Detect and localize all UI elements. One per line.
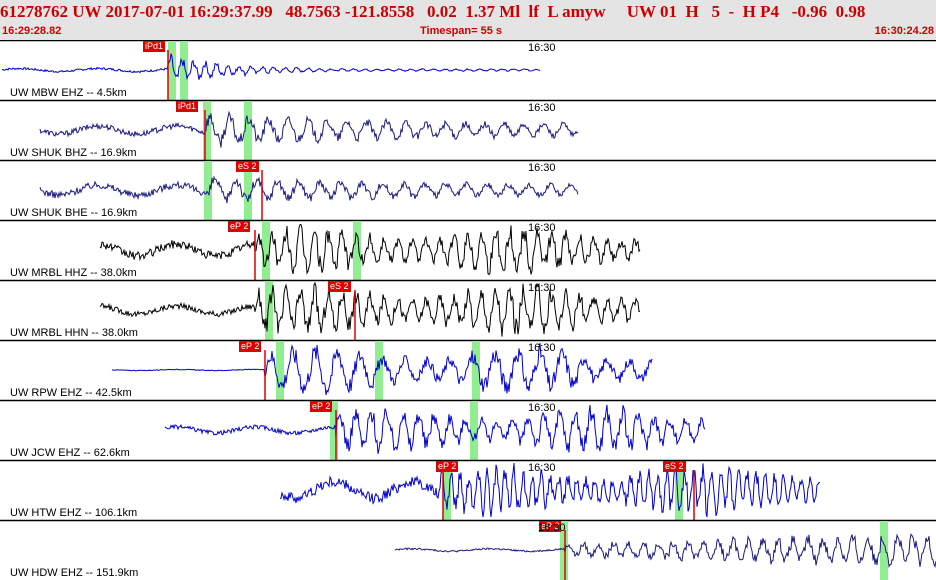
station-channel-label: UW MBW EHZ -- 4.5km [10,87,127,99]
seismogram-trace [99,281,641,337]
minute-time-mark: 16:30 [538,522,566,534]
pick-window-band [470,401,478,460]
minute-time-mark: 16:30 [528,402,556,414]
minute-time-mark: 16:30 [528,42,556,54]
station-channel-label: UW SHUK BHZ -- 16.9km [10,147,137,159]
phase-pick-label[interactable]: eP 2 [228,221,251,232]
pick-window-band [262,221,270,280]
seismogram-panels[interactable]: iPd1 16:30 UW MBW EHZ -- 4.5km iPd1 16:30 UW … [0,40,936,580]
pick-window-band [180,41,188,100]
seismogram-trace [279,462,821,518]
pick-window-band [330,401,338,460]
station-channel-label: UW HTW EHZ -- 106.1km [10,507,138,519]
pick-window-band [675,461,683,520]
window-start-time: 16:29:28.82 [2,25,62,37]
pick-window-band [203,101,211,160]
minute-time-mark: 16:30 [528,102,556,114]
pick-window-band [244,101,252,160]
pick-window-band [353,221,361,280]
phase-pick-label[interactable]: iPd1 [143,41,166,52]
pick-window-band [472,341,480,400]
waveform-canvas[interactable] [0,40,936,580]
station-channel-label: UW MRBL HHZ -- 38.0km [10,267,137,279]
window-end-time: 16:30:24.28 [874,25,934,37]
minute-time-mark: 16:30 [528,162,556,174]
seismogram-trace [1,53,541,81]
pick-window-band [204,161,212,220]
phase-pick-label[interactable]: eS 2 [663,461,686,472]
station-channel-label: UW HDW EHZ -- 151.9km [10,567,139,579]
phase-pick-label[interactable]: eS 2 [328,281,351,292]
seismogram-trace [164,404,706,454]
seismogram-trace [99,224,641,276]
minute-time-mark: 16:30 [528,342,556,354]
minute-time-mark: 16:30 [528,222,556,234]
seismogram-trace [39,175,579,204]
phase-pick-label[interactable]: eP 2 [310,401,333,412]
seismogram-trace [111,342,653,396]
pick-window-band [168,41,176,100]
pick-window-band [443,461,451,520]
station-channel-label: UW RPW EHZ -- 42.5km [10,387,132,399]
minute-time-mark: 16:30 [528,462,556,474]
pick-window-band [375,341,383,400]
pick-window-band [244,161,252,220]
phase-pick-label[interactable]: eP 2 [539,521,562,532]
phase-pick-label[interactable]: eP 2 [436,461,459,472]
pick-window-band [276,341,284,400]
station-channel-label: UW SHUK BHE -- 16.9km [10,207,138,219]
phase-pick-label[interactable]: eP 2 [239,341,262,352]
seismogram-trace [394,533,936,569]
station-channel-label: UW JCW EHZ -- 62.6km [10,447,130,459]
event-header: 61278762 UW 2017-07-01 16:29:37.99 48.75… [0,0,936,40]
timespan-label: Timespan= 55 s [420,25,503,37]
station-channel-label: UW MRBL HHN -- 38.0km [10,327,138,339]
phase-pick-label[interactable]: iPd1 [176,101,199,112]
event-summary-line: 61278762 UW 2017-07-01 16:29:37.99 48.75… [0,2,866,21]
seismogram-trace [39,110,579,148]
phase-pick-label[interactable]: eS 2 [236,161,259,172]
minute-time-mark: 16:30 [528,282,556,294]
pick-window-band [880,521,888,580]
pick-window-band [265,281,273,340]
